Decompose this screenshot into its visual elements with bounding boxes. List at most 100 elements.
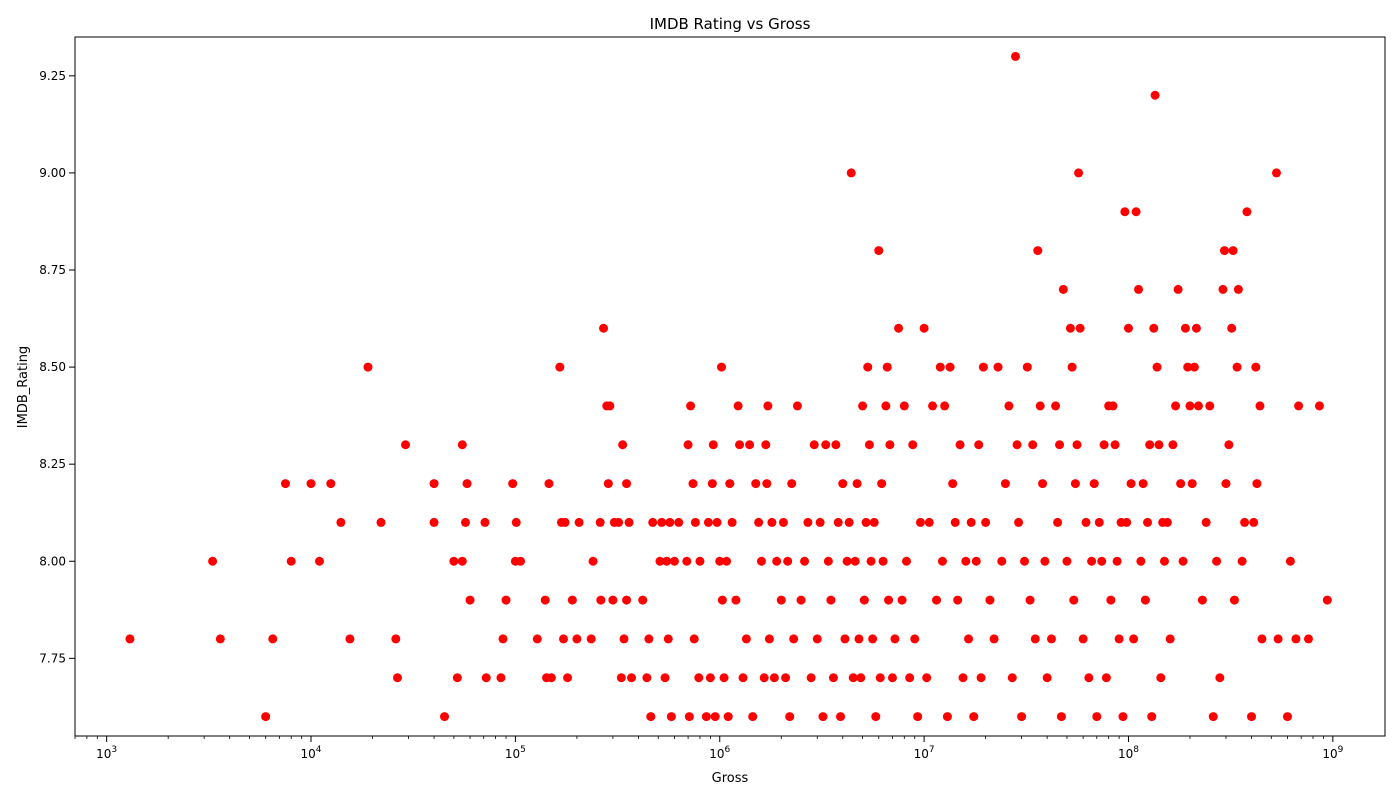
data-point — [745, 440, 755, 450]
data-point — [705, 673, 715, 683]
data-point — [1143, 517, 1153, 527]
data-point — [764, 634, 774, 644]
y-tick-label: 8.25 — [39, 457, 66, 471]
data-point — [1165, 634, 1175, 644]
data-point — [854, 634, 864, 644]
data-point — [1078, 634, 1088, 644]
data-point — [897, 595, 907, 605]
data-point — [722, 556, 732, 566]
data-point — [792, 401, 802, 411]
data-point — [1291, 634, 1301, 644]
data-point — [875, 673, 885, 683]
data-point — [703, 517, 713, 527]
data-point — [1108, 401, 1118, 411]
data-point — [763, 401, 773, 411]
data-point — [932, 595, 942, 605]
data-point — [280, 479, 290, 489]
data-point — [707, 479, 717, 489]
data-points — [125, 51, 1332, 722]
data-point — [882, 362, 892, 372]
plot-area-frame — [74, 36, 1386, 737]
data-point — [686, 401, 696, 411]
data-point — [712, 517, 722, 527]
data-point — [1042, 673, 1052, 683]
data-point — [1162, 517, 1172, 527]
data-point — [710, 712, 720, 722]
data-point — [878, 556, 888, 566]
data-point — [905, 673, 915, 683]
x-tick-label: 109 — [1322, 745, 1343, 761]
data-point — [831, 440, 841, 450]
x-tick-label: 106 — [709, 745, 730, 761]
data-point — [599, 323, 609, 333]
data-point — [725, 479, 735, 489]
data-point — [942, 712, 952, 722]
data-point — [1322, 595, 1332, 605]
data-point — [924, 517, 934, 527]
data-point — [717, 595, 727, 605]
data-point — [1118, 712, 1128, 722]
data-point — [981, 517, 991, 527]
data-point — [723, 712, 733, 722]
data-point — [885, 440, 895, 450]
data-point — [940, 401, 950, 411]
data-point — [1131, 207, 1141, 217]
data-point — [785, 712, 795, 722]
data-point — [812, 634, 822, 644]
data-point — [449, 556, 459, 566]
data-point — [1028, 440, 1038, 450]
data-point — [682, 556, 692, 566]
data-point — [833, 517, 843, 527]
data-point — [627, 673, 636, 683]
data-point — [465, 595, 475, 605]
data-point — [727, 517, 737, 527]
data-point — [614, 517, 624, 527]
data-point — [1038, 479, 1048, 489]
data-point — [1123, 323, 1133, 333]
x-tick-label: 105 — [505, 745, 526, 761]
data-point — [989, 634, 999, 644]
data-point — [429, 479, 439, 489]
data-point — [922, 673, 932, 683]
chart-title: IMDB Rating vs Gross — [650, 15, 811, 33]
data-point — [1205, 401, 1215, 411]
data-point — [1227, 323, 1237, 333]
data-point — [1122, 517, 1132, 527]
data-point — [559, 634, 569, 644]
y-tick-label: 8.50 — [39, 360, 66, 374]
data-point — [1189, 362, 1199, 372]
y-tick-label: 8.75 — [39, 263, 66, 277]
data-point — [646, 712, 656, 722]
data-point — [376, 517, 386, 527]
data-point — [789, 634, 799, 644]
data-point — [884, 595, 894, 605]
y-tick-label: 9.25 — [39, 69, 66, 83]
data-point — [669, 556, 679, 566]
data-point — [622, 595, 632, 605]
data-point — [596, 595, 606, 605]
x-tick-label: 107 — [914, 745, 935, 761]
data-point — [1074, 168, 1084, 178]
data-point — [1303, 634, 1313, 644]
data-point — [863, 362, 873, 372]
data-point — [1069, 595, 1079, 605]
data-point — [701, 712, 711, 722]
data-point — [1112, 556, 1122, 566]
data-point — [762, 479, 772, 489]
y-tick-label: 8.00 — [39, 554, 66, 568]
data-point — [1219, 246, 1229, 256]
data-point — [648, 517, 658, 527]
data-point — [866, 556, 876, 566]
data-point — [836, 712, 846, 722]
data-point — [586, 634, 596, 644]
data-point — [953, 595, 963, 605]
data-point — [1020, 556, 1030, 566]
data-point — [993, 362, 1003, 372]
data-point — [1251, 362, 1261, 372]
data-point — [735, 440, 745, 450]
data-point — [1149, 323, 1159, 333]
data-point — [1120, 207, 1130, 217]
data-point — [759, 673, 769, 683]
data-point — [660, 673, 670, 683]
x-tick-label: 108 — [1118, 745, 1139, 761]
